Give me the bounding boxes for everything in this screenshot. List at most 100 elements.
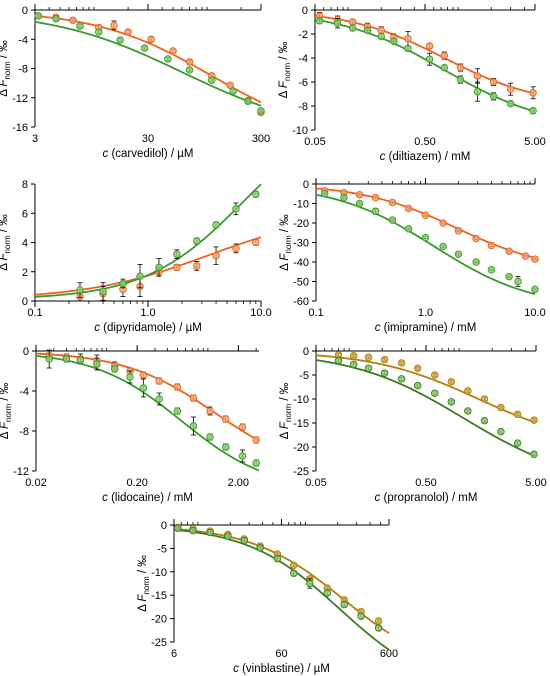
data-point (76, 286, 84, 294)
data-point (371, 207, 380, 216)
data-point (320, 189, 329, 198)
data-point (472, 234, 480, 243)
data-point (447, 377, 456, 386)
data-point (473, 87, 482, 96)
x-tick-label: 0.20 (126, 477, 147, 489)
data-point (380, 369, 389, 377)
data-point (506, 99, 515, 108)
data-point (513, 410, 522, 419)
series-dark_green (315, 356, 538, 458)
y-axis-label: Δ Fnorm / ‰ (278, 41, 292, 98)
data-point (371, 193, 380, 202)
data-point (238, 452, 247, 460)
chart-panel-2: 0 -2 -4 -6 -8 -100.05 0.50 5.00 c (diltiazem) / … (278, 4, 546, 163)
data-point (189, 394, 198, 402)
fit-curve (314, 18, 536, 113)
x-tick-label: 0.1 (27, 307, 42, 319)
y-tick-label: -8 (298, 101, 308, 113)
data-point (380, 355, 389, 364)
chart-panel-3: 0 2 4 6 8 0.1 1.0 10.0 c (dipyridamole) / µM Δ Fn… (0, 179, 272, 334)
y-axis-label: Δ Fnorm / ‰ (279, 214, 293, 271)
data-point (252, 238, 260, 247)
series-olive (173, 523, 390, 635)
y-tick-label: 6 (22, 208, 28, 220)
y-tick-label: -8 (19, 426, 29, 438)
data-point (529, 107, 537, 115)
series-olive (315, 351, 538, 424)
data-point (513, 439, 522, 447)
y-tick-label: 0 (303, 346, 309, 358)
data-point (45, 355, 53, 363)
data-point (440, 51, 449, 60)
data-point (257, 107, 265, 115)
data-point (169, 47, 177, 55)
y-tick-label: -2 (298, 29, 308, 41)
y-tick-label: -8 (18, 64, 28, 76)
data-point (388, 198, 397, 207)
y-tick-label: -6 (298, 77, 308, 89)
y-tick-label: -12 (12, 93, 28, 105)
y-tick-label: -5 (299, 370, 309, 382)
data-point (185, 58, 194, 66)
data-point (374, 617, 383, 625)
data-point (521, 252, 530, 260)
data-point (489, 78, 498, 86)
y-tick-label: -4 (19, 386, 29, 398)
data-point (390, 37, 398, 45)
data-point (252, 459, 260, 467)
data-point (206, 528, 214, 537)
data-point (340, 193, 348, 202)
series-green (34, 12, 265, 115)
data-point (155, 395, 163, 403)
data-point (155, 377, 163, 385)
data-point (110, 21, 118, 30)
data-point (487, 266, 496, 274)
chart-panel-5: 0 -4 -8 -120.02 0.20 2.00 c (lidocaine) / mM Δ … (0, 345, 260, 504)
data-point (439, 242, 447, 251)
x-axis-label: c (diltiazem) / mM (380, 151, 471, 163)
data-point (192, 262, 201, 270)
y-axis-label: Δ Fnorm / ‰ (0, 382, 13, 439)
data-point (497, 403, 505, 412)
data-point (473, 72, 482, 80)
fit-curve (315, 187, 536, 259)
x-axis-label: c (vinblastine) / µM (233, 663, 330, 675)
y-tick-label: 2 (22, 267, 28, 279)
data-point (212, 251, 220, 260)
x-tick-label: 3 (32, 133, 38, 145)
data-point (421, 211, 430, 219)
data-point (364, 364, 373, 373)
data-point (206, 407, 214, 415)
data-point (252, 436, 260, 444)
data-point (69, 16, 77, 24)
data-point (226, 81, 234, 90)
y-tick-label: -4 (298, 53, 308, 65)
data-point (364, 353, 373, 361)
y-axis-label: Δ Fnorm / ‰ (0, 214, 12, 271)
chart-panel-6: 0 -5 -10 -15 -20 -250.05 0.50 5.00 c (propranolo… (279, 345, 547, 504)
data-point (256, 544, 264, 552)
x-tick-label: 5.00 (525, 477, 546, 489)
data-point (425, 42, 434, 50)
y-tick-label: 0 (22, 296, 28, 308)
y-tick-label: 0 (22, 5, 28, 17)
data-point (464, 387, 472, 395)
data-point (334, 356, 343, 365)
data-point (357, 612, 365, 621)
data-point (232, 244, 240, 253)
data-point (173, 383, 182, 391)
series-green (314, 17, 537, 115)
fit-curve (35, 355, 260, 472)
data-point (404, 204, 413, 213)
y-tick-label: -5 (157, 543, 167, 555)
data-point (252, 190, 260, 198)
y-axis-label: Δ Fnorm / ‰ (279, 382, 293, 439)
data-point (147, 35, 155, 44)
data-point (454, 250, 463, 258)
data-point (289, 561, 298, 569)
data-point (76, 356, 85, 364)
series-green (34, 183, 262, 301)
x-tick-label: 0.05 (305, 477, 326, 489)
data-point (440, 63, 449, 72)
data-point (173, 250, 181, 258)
